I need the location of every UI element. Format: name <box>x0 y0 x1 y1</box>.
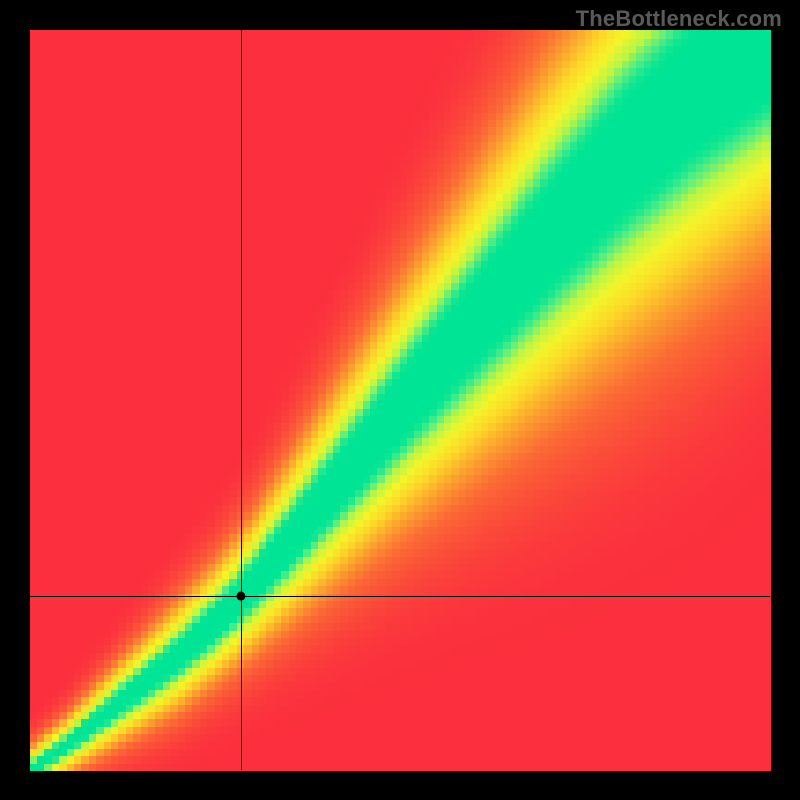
watermark-text: TheBottleneck.com <box>576 6 782 32</box>
bottleneck-heatmap-canvas <box>0 0 800 800</box>
chart-container: TheBottleneck.com <box>0 0 800 800</box>
